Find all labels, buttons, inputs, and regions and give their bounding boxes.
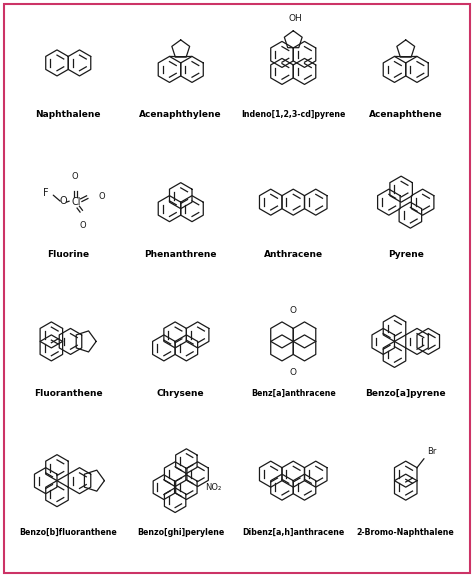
Text: Anthracene: Anthracene — [264, 249, 323, 258]
Text: Benzo[ghi]perylene: Benzo[ghi]perylene — [137, 528, 224, 537]
Text: O: O — [290, 368, 297, 377]
Text: O: O — [290, 306, 297, 315]
Text: Dibenz[a,h]anthracene: Dibenz[a,h]anthracene — [242, 528, 345, 537]
Text: Chrysene: Chrysene — [157, 389, 205, 398]
Text: Phenanthrene: Phenanthrene — [145, 249, 217, 258]
Text: O: O — [59, 196, 67, 206]
Text: Pyrene: Pyrene — [388, 249, 424, 258]
Text: Naphthalene: Naphthalene — [36, 110, 101, 119]
Text: 2-Bromo-Naphthalene: 2-Bromo-Naphthalene — [357, 528, 455, 537]
Text: Br: Br — [427, 447, 437, 456]
Text: OH: OH — [288, 14, 302, 23]
Text: F: F — [43, 188, 48, 198]
Text: Cl: Cl — [72, 197, 81, 207]
Text: O: O — [98, 192, 105, 201]
Text: Acenaphthene: Acenaphthene — [369, 110, 443, 119]
Text: Fluorine: Fluorine — [47, 249, 89, 258]
Text: NO₂: NO₂ — [206, 483, 222, 492]
Text: Indeno[1,2,3-cd]pyrene: Indeno[1,2,3-cd]pyrene — [241, 110, 346, 119]
Text: O: O — [72, 172, 79, 181]
Text: O: O — [80, 221, 87, 230]
Text: Benzo[b]fluoranthene: Benzo[b]fluoranthene — [19, 528, 117, 537]
Text: Benzo[a]pyrene: Benzo[a]pyrene — [365, 389, 446, 398]
Text: Acenaphthylene: Acenaphthylene — [139, 110, 222, 119]
Text: Fluoranthene: Fluoranthene — [34, 389, 102, 398]
Text: Benz[a]anthracene: Benz[a]anthracene — [251, 389, 336, 398]
